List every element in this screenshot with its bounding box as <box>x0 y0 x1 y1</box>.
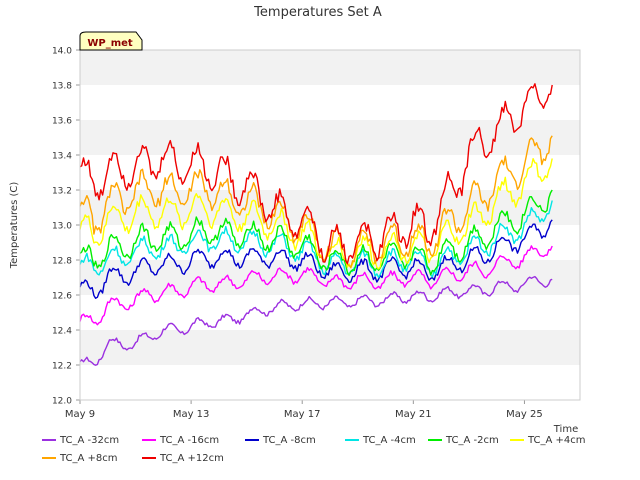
legend-label: TC_A +4cm <box>527 435 586 446</box>
y-tick-label: 13.2 <box>52 187 72 197</box>
series-line <box>79 83 553 265</box>
legend-label: TC_A -8cm <box>262 435 316 446</box>
x-tick-label: May 21 <box>395 409 432 420</box>
legend-label: TC_A +12cm <box>159 453 224 464</box>
badge-label: WP_met <box>87 38 133 49</box>
y-axis-ticks: 12.0 12.2 12.4 12.6 12.8 13.0 13.2 13.4 13.6 13.8… <box>52 47 80 407</box>
legend-label: TC_A -2cm <box>445 435 499 446</box>
chart-title: Temperatures Set A <box>253 5 382 20</box>
grid-band <box>80 330 580 365</box>
plot-frame <box>79 49 581 401</box>
y-tick-label: 14.0 <box>52 47 72 57</box>
grid-band <box>80 120 580 155</box>
x-tick-label: May 13 <box>173 409 210 420</box>
grid-band <box>80 155 580 190</box>
series-line <box>79 275 553 366</box>
series-lines <box>79 83 553 366</box>
series-line <box>79 200 553 279</box>
grid-band <box>80 365 580 400</box>
y-tick-label: 12.6 <box>52 292 72 302</box>
grid-band <box>80 85 580 120</box>
series-line <box>79 245 553 326</box>
y-tick-label: 12.0 <box>52 397 72 407</box>
x-axis-label: Time <box>553 424 578 435</box>
legend-label: TC_A -4cm <box>362 435 416 446</box>
x-tick-label: May 25 <box>506 409 543 420</box>
grid-band <box>80 50 580 85</box>
series-line <box>79 158 553 270</box>
y-tick-label: 12.2 <box>52 362 72 372</box>
y-tick-label: 13.4 <box>52 152 72 162</box>
y-tick-label: 13.8 <box>52 82 72 92</box>
y-tick-label: 13.0 <box>52 222 72 232</box>
series-line <box>79 135 553 269</box>
station-badge: WP_met <box>79 31 143 51</box>
legend-label: TC_A -32cm <box>59 435 119 446</box>
badge-shape <box>79 31 143 51</box>
y-tick-label: 13.6 <box>52 117 72 127</box>
x-tick-label: May 17 <box>284 409 321 420</box>
series-line <box>79 219 553 299</box>
legend-label: TC_A +8cm <box>59 453 118 464</box>
y-axis-label: Temperatures (C) <box>9 182 20 270</box>
legend: TC_A -32cm TC_A -16cm TC_A -8cm TC_A -4cm TC… <box>42 435 586 464</box>
grid-band <box>80 190 580 225</box>
y-tick-label: 12.4 <box>52 327 72 337</box>
x-axis-ticks: May 9 May 13 May 17 May 21 May 25 <box>65 400 543 420</box>
legend-label: TC_A -16cm <box>159 435 219 446</box>
y-tick-label: 12.8 <box>52 257 72 267</box>
x-tick-label: May 9 <box>65 409 95 420</box>
grid-band <box>80 260 580 295</box>
